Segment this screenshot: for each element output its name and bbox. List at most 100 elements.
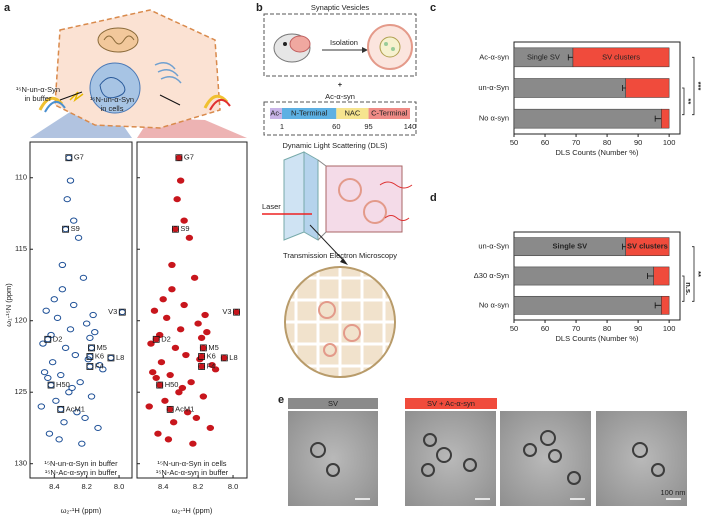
y-tick-label: 130 [14,459,27,468]
peak [157,359,166,366]
peak-label: M5 [97,343,107,352]
x-axis-label: ω₂-¹H (ppm) [172,506,213,515]
peak [152,374,160,382]
peak [76,379,84,386]
residue-tick: 140 [404,122,417,131]
category-label: Δ30 α-Syn [474,271,509,280]
bar-segment [513,295,662,315]
bar-segment [513,266,654,286]
peak-label: L8 [116,353,124,362]
peak [192,414,201,422]
peak [57,371,65,379]
x-tick-label: 100 [663,324,676,333]
peak-box [88,344,95,352]
peak [60,419,68,426]
peak [79,274,88,281]
peak [194,320,202,327]
peak [55,436,63,443]
peak-box [65,154,73,162]
peak [78,440,86,447]
peak [53,314,62,321]
segment-name: Single SV [553,242,588,251]
x-tick-label: 60 [541,324,549,333]
peak [39,340,47,347]
x-tick-label: 100 [663,138,676,147]
segment-name: SV clusters [627,242,668,251]
peak [199,393,208,400]
peak-label: F4 [95,361,104,370]
peak-box [198,363,206,370]
x-tick-label: 90 [634,324,642,333]
peak [150,307,159,314]
sig-label: n.s. [684,282,693,295]
peak [180,217,188,224]
category-label: un-α-Syn [478,242,509,251]
bar-segment [661,295,670,315]
peak [66,326,75,333]
labeled-peak [233,309,241,316]
peak [73,409,81,416]
peak-label: K6 [207,351,216,360]
x-tick-label: 8.4 [49,482,59,491]
peak [173,196,181,203]
box-title: Synaptic Vesicles [311,3,370,12]
peak [70,301,78,309]
peak [211,366,220,373]
peak [180,301,188,309]
peak-label: AcM1 [175,404,194,413]
category-label: un-α-Syn [478,83,509,92]
peak-box [175,154,183,162]
tem-label: Transmission Electron Microscopy [283,251,397,260]
peak [206,424,215,432]
peak-box [156,381,164,389]
residue-tick: 60 [332,122,340,131]
spectrum-frame [29,141,133,479]
peak [65,389,73,396]
header-bar [405,398,497,409]
panel-label: a [4,2,11,14]
labeled-peak [156,382,164,389]
peak-label: V3 [222,307,231,316]
x-tick-label: 50 [510,138,518,147]
spectrum-legend: ¹⁵N-un-α-Syn in buffer [44,459,118,468]
sig-label: ** [684,98,693,104]
spectrum-legend: ¹⁵N-Ac-α-syn in buffer [45,468,118,477]
peak [66,177,75,184]
peak-label: S9 [71,224,80,233]
spectrum-legend: ¹⁵N-Ac-α-syn in buffer [156,468,229,477]
x-axis-label: ω₂-¹H (ppm) [61,506,102,515]
y-tick-label: 120 [14,316,27,325]
labeled-peak [220,354,228,361]
peak-label: H50 [165,380,179,389]
segment-name: Single SV [527,52,560,61]
dls-label: Dynamic Light Scattering (DLS) [282,141,388,150]
peak-box [86,353,94,360]
y-axis-label: ω₁-¹⁵N (ppm) [4,283,13,327]
peak-label: G7 [74,153,84,162]
peak-box [118,308,126,316]
cells-label: in cells [101,104,124,113]
peak [86,334,94,341]
peak [44,374,52,382]
x-axis-label: DLS Counts (Number %) [556,334,639,343]
peak [161,397,169,404]
domain-label: C-Terminal [371,108,408,117]
domain-label: Ac- [270,108,282,117]
peak-box [166,405,174,413]
x-tick-label: 8.0 [114,482,124,491]
peak-box [57,405,65,413]
category-label: No α-syn [479,300,509,309]
x-tick-label: 80 [603,324,611,333]
peak [50,296,58,303]
y-tick-label: 125 [14,387,27,396]
peak [176,326,185,333]
peak-box [107,354,115,362]
peak [176,177,185,184]
peak-label: D2 [53,334,63,343]
peak [94,424,102,432]
peak [71,351,80,359]
peak [166,371,174,379]
peak [145,403,153,410]
peak [162,314,171,321]
